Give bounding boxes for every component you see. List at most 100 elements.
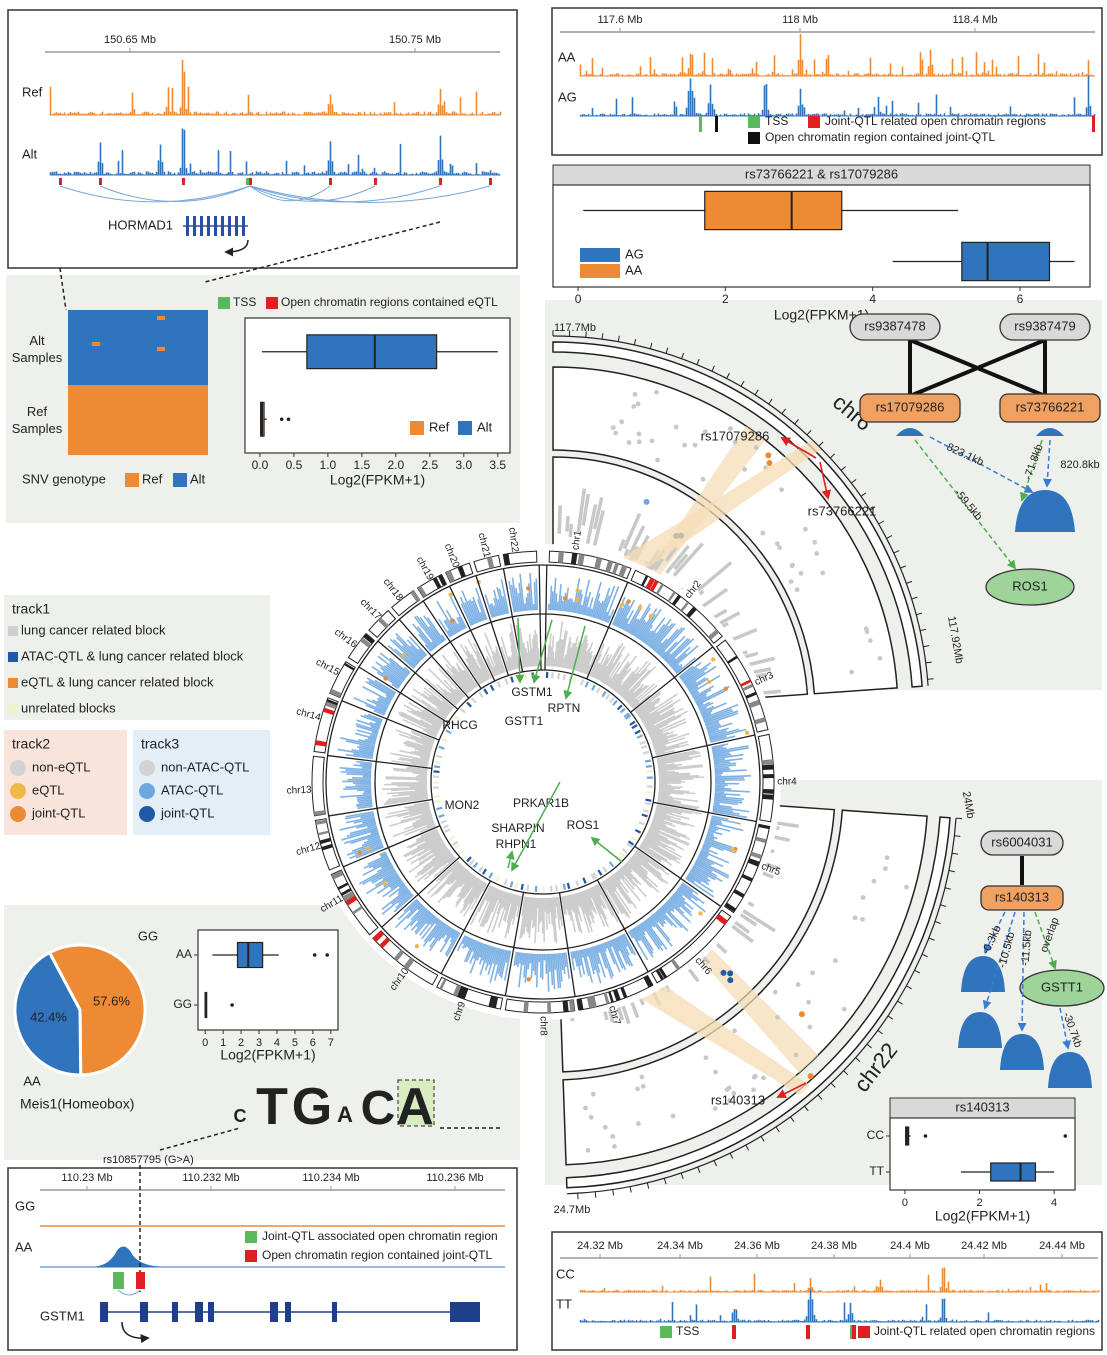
zoom-dot [727,970,734,977]
zoom-tick [886,535,893,539]
exon [186,216,189,236]
row-label: Ref Samples [11,404,63,436]
snp-arrow [776,1082,807,1098]
y-tick-label: CC [867,1128,885,1142]
heatmap-cell [157,347,165,351]
block [440,819,447,824]
legend-label: AA [625,262,643,277]
qtl-dot [526,586,531,591]
genome-tick-label: 150.75 Mb [389,34,441,46]
zoom-tick [893,550,900,554]
box [306,334,438,370]
ideogram-band [322,707,335,716]
zoom-line [59,267,67,311]
signal-track [579,1267,1100,1293]
zoom-tick [696,358,700,365]
block [630,836,637,842]
x-tick-label: 2 [238,1037,244,1049]
legend-label: eQTL [32,782,65,797]
block [483,688,489,695]
block [642,750,650,755]
ld-link [909,338,1046,398]
block [597,869,603,876]
block [555,885,559,892]
outlier [279,417,284,422]
x-tick-label: 4 [274,1037,280,1049]
ideogram-band [680,601,690,612]
gene-link [505,850,515,869]
zoom-dot [798,1011,805,1018]
zoom-dot [636,439,642,445]
block [646,769,653,773]
ideogram-band [724,902,737,913]
zoom-dot [640,1083,646,1089]
qtl-dot [698,911,703,916]
node-label: rs17079286 [876,399,945,414]
zoom-dot [728,426,733,431]
zoom-tick [855,1057,861,1063]
ideogram-band [372,930,385,942]
panel-border [551,1231,1103,1351]
chromosome-label: chr19 [414,555,436,583]
zoom-dot [820,570,826,576]
zoom-dot [712,1106,718,1111]
outlier [230,1003,234,1007]
node-label: rs140313 [995,889,1049,904]
ideogram-band [643,975,653,988]
zoom-tick [781,408,786,415]
zoom-dot [585,1147,591,1153]
block [629,720,636,726]
ideogram [314,818,341,871]
zoom-coordinate: 24Mb [960,790,977,819]
block [641,813,648,818]
zoom-dot [884,855,890,861]
block [584,681,590,688]
zoom-dot [626,440,632,445]
zoom-dot [810,970,815,976]
block [433,795,441,799]
zoom-dot [742,467,748,472]
legend-swatch [218,297,230,309]
gene-link [590,836,623,863]
block [625,714,632,720]
box [704,190,843,231]
motif-dash [159,1127,500,1151]
edge-label: 820.8kb [1060,459,1099,471]
ideogram [502,550,538,566]
ideogram-band [758,824,770,830]
panel-border [551,7,1103,156]
distance-link [1059,1007,1072,1050]
block [618,851,625,858]
zoom-dot [807,1024,813,1030]
zoom-tick [713,1160,717,1167]
zoom-dot [798,570,804,576]
genome-tick-label: 110.23 Mb [61,1172,112,1184]
block [520,883,524,891]
ideogram-band [486,556,495,569]
legend-label: non-eQTL [32,759,91,774]
ideogram-band [618,565,628,578]
ideogram-band [594,557,603,570]
zoom-tick [897,1000,903,1005]
snp-label: rs140313 [711,1092,765,1107]
zoom-dot [670,1113,676,1119]
block [636,734,644,739]
block [434,799,441,804]
node-label: ROS1 [1012,578,1047,593]
legend-label: Open chromatin regions contained eQTL [281,295,498,309]
network-node [849,313,941,341]
legend-label: TSS [765,114,788,128]
exon [235,216,238,236]
ideogram-band [742,683,754,692]
zoom-tick [818,441,824,447]
zoom-tick [594,1191,597,1198]
qtl-dot [448,592,453,597]
exon [200,216,203,236]
region-mark [246,178,249,185]
sector-line [504,892,525,996]
node-label: rs9387479 [1014,318,1075,333]
x-tick-label: 5 [292,1037,298,1049]
x-tick-label: 3 [256,1037,262,1049]
legend-label: Joint-QTL related open chromatin regions [874,1324,1095,1338]
